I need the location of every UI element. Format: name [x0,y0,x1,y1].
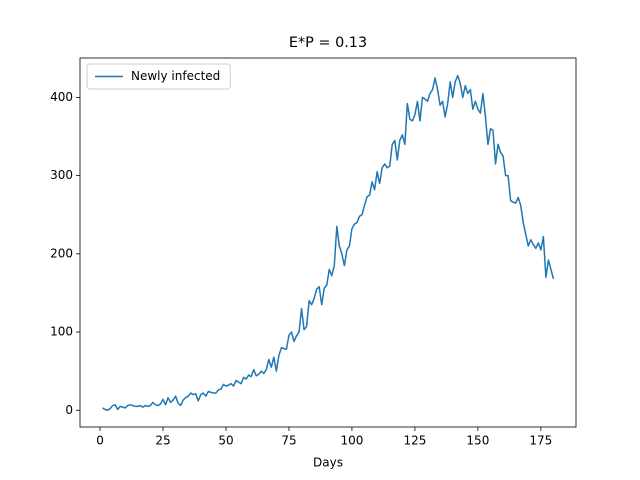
x-tick-label: 100 [340,434,363,448]
x-tick-label: 50 [218,434,233,448]
x-tick-label: 150 [466,434,489,448]
x-axis-label: Days [313,456,343,470]
chart-title: E*P = 0.13 [289,35,367,51]
x-tick-label: 0 [96,434,104,448]
legend-box [86,63,231,90]
y-tick-label: 200 [50,246,73,260]
y-tick-label: 100 [50,325,73,339]
y-tick-label: 300 [50,168,73,182]
legend-label: Newly infected [131,69,220,83]
y-tick-label: 0 [65,403,73,417]
y-tick-label: 400 [50,90,73,104]
x-tick-label: 125 [403,434,426,448]
x-tick-label: 175 [529,434,552,448]
x-tick-label: 75 [281,434,296,448]
x-tick-label: 25 [155,434,170,448]
plot-frame [79,57,577,428]
data-line [102,74,555,412]
